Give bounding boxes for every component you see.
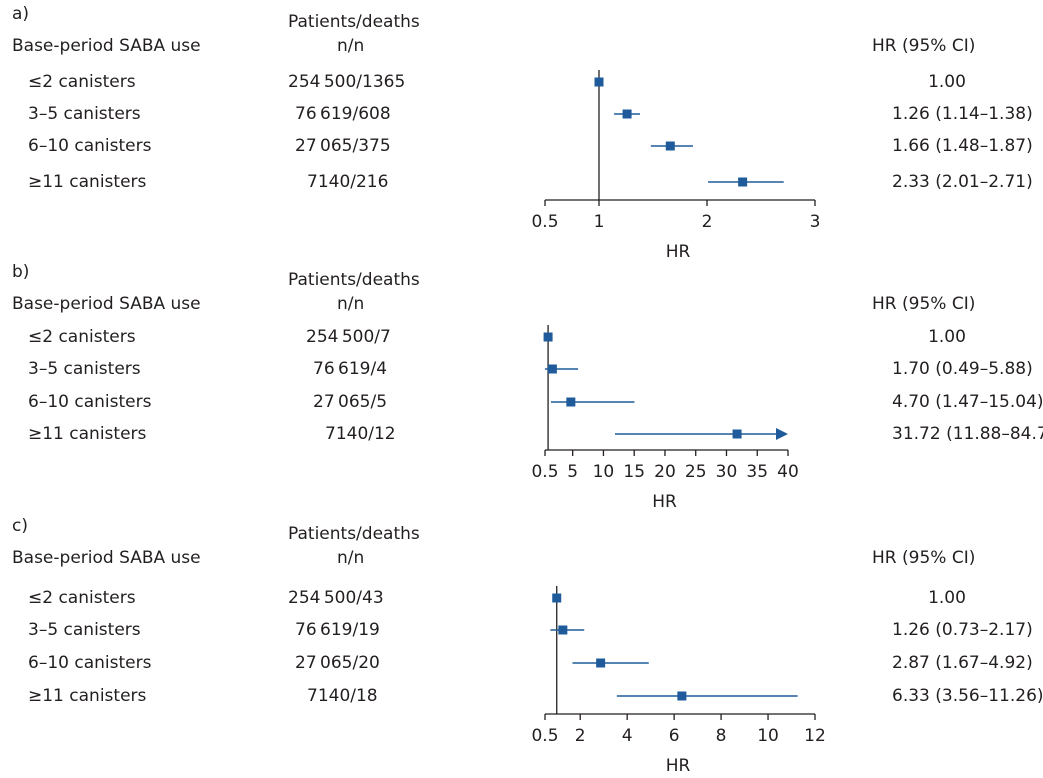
row-label: 6–10 canisters <box>28 653 152 673</box>
hr-point <box>677 691 687 701</box>
patients-deaths-header: Patients/deaths <box>288 270 420 290</box>
x-tick-label: 0.5 <box>531 726 558 746</box>
row-label: ≤2 canisters <box>28 327 136 347</box>
hr-ci-value: 2.87 (1.67–4.92) <box>892 653 1033 673</box>
row-label: ≤2 canisters <box>28 72 136 92</box>
hr-point <box>732 429 742 439</box>
hr-point <box>596 658 606 668</box>
x-tick-label: 5 <box>567 462 578 482</box>
hr-point <box>594 77 604 87</box>
panel-label: c) <box>12 516 28 536</box>
forest-plot-svg: 0.5 1 2 3 HR <box>531 70 821 262</box>
forest-plot-svg: 0.5 2 4 6 8 10 12 HR <box>531 586 826 776</box>
patients-deaths-value: 27 065/20 <box>295 653 380 673</box>
patients-deaths-value: 254 500/43 <box>288 588 384 608</box>
row-label: ≥11 canisters <box>28 172 147 192</box>
row-label-header: Base-period SABA use <box>12 548 201 568</box>
row-label: 6–10 canisters <box>28 136 152 156</box>
ci-arrow <box>776 428 788 440</box>
panel-b: b) Patients/deaths Base-period SABA use n/n… <box>0 258 1043 518</box>
patients-deaths-value: 254 500/7 <box>306 327 391 347</box>
hr-ci-value: 1.00 <box>928 327 966 347</box>
x-tick-label: 4 <box>622 726 633 746</box>
x-tick-label: 25 <box>685 462 707 482</box>
hr-ci-header: HR (95% CI) <box>872 294 976 314</box>
x-tick-label: 20 <box>654 462 676 482</box>
row-label-header: Base-period SABA use <box>12 36 201 56</box>
x-tick-label: 12 <box>804 726 826 746</box>
x-tick-label: 8 <box>716 726 727 746</box>
x-tick-label: 1 <box>594 212 605 232</box>
hr-ci-value: 1.26 (1.14–1.38) <box>892 104 1033 124</box>
patients-deaths-value: 27 065/375 <box>295 136 391 156</box>
x-tick-label: 0.5 <box>531 462 558 482</box>
hr-point <box>558 625 568 635</box>
x-tick-label: 6 <box>669 726 680 746</box>
hr-point <box>665 141 675 151</box>
row-label: 3–5 canisters <box>28 620 141 640</box>
hr-ci-value: 2.33 (2.01–2.71) <box>892 172 1033 192</box>
x-tick-label: 30 <box>716 462 738 482</box>
hr-point <box>547 364 557 374</box>
row-label: ≥11 canisters <box>28 686 147 706</box>
x-axis-label: HR <box>652 492 677 512</box>
x-tick-label: 3 <box>810 212 821 232</box>
x-axis-label: HR <box>666 756 691 776</box>
hr-ci-header: HR (95% CI) <box>872 36 976 56</box>
patients-deaths-value: 76 619/4 <box>313 359 388 379</box>
panel-c: c) Patients/deaths Base-period SABA use n/n… <box>0 512 1043 776</box>
hr-ci-value: 1.66 (1.48–1.87) <box>892 136 1033 156</box>
x-tick-label: 15 <box>623 462 645 482</box>
count-subheader: n/n <box>337 548 365 568</box>
patients-deaths-value: 7140/216 <box>307 172 389 192</box>
hr-ci-value: 1.00 <box>928 588 966 608</box>
panel-a: a) Patients/deaths Base-period SABA use n/n… <box>0 0 1043 262</box>
count-subheader: n/n <box>337 36 365 56</box>
row-label: 3–5 canisters <box>28 359 141 379</box>
x-tick-label: 10 <box>593 462 615 482</box>
patients-deaths-value: 27 065/5 <box>313 392 388 412</box>
count-subheader: n/n <box>337 294 365 314</box>
patients-deaths-value: 7140/18 <box>307 686 378 706</box>
hr-point <box>552 593 562 603</box>
x-tick-label: 2 <box>702 212 713 232</box>
patients-deaths-value: 76 619/19 <box>295 620 380 640</box>
patients-deaths-header: Patients/deaths <box>288 12 420 32</box>
x-axis-label: HR <box>666 242 691 262</box>
hr-ci-value: 1.00 <box>928 72 966 92</box>
row-label-header: Base-period SABA use <box>12 294 201 314</box>
panel-label: a) <box>12 4 30 24</box>
patients-deaths-value: 254 500/1365 <box>288 72 406 92</box>
row-label: ≥11 canisters <box>28 424 147 444</box>
row-label: 3–5 canisters <box>28 104 141 124</box>
patients-deaths-value: 7140/12 <box>325 424 396 444</box>
patients-deaths-value: 76 619/608 <box>295 104 391 124</box>
x-tick-label: 40 <box>777 462 799 482</box>
hr-ci-value: 1.26 (0.73–2.17) <box>892 620 1033 640</box>
panel-label: b) <box>12 262 30 282</box>
row-label: 6–10 canisters <box>28 392 152 412</box>
patients-deaths-header: Patients/deaths <box>288 524 420 544</box>
row-label: ≤2 canisters <box>28 588 136 608</box>
x-tick-label: 35 <box>746 462 768 482</box>
forest-plot-svg: 0.5 5 10 15 20 25 30 35 40 HR <box>531 325 799 512</box>
hr-point <box>543 332 553 342</box>
x-tick-label: 2 <box>575 726 586 746</box>
x-tick-label: 0.5 <box>531 212 558 232</box>
hr-point <box>738 177 748 187</box>
hr-ci-value: 1.70 (0.49–5.88) <box>892 359 1033 379</box>
hr-point <box>566 397 576 407</box>
hr-point <box>622 109 632 119</box>
x-tick-label: 10 <box>757 726 779 746</box>
hr-ci-header: HR (95% CI) <box>872 548 976 568</box>
